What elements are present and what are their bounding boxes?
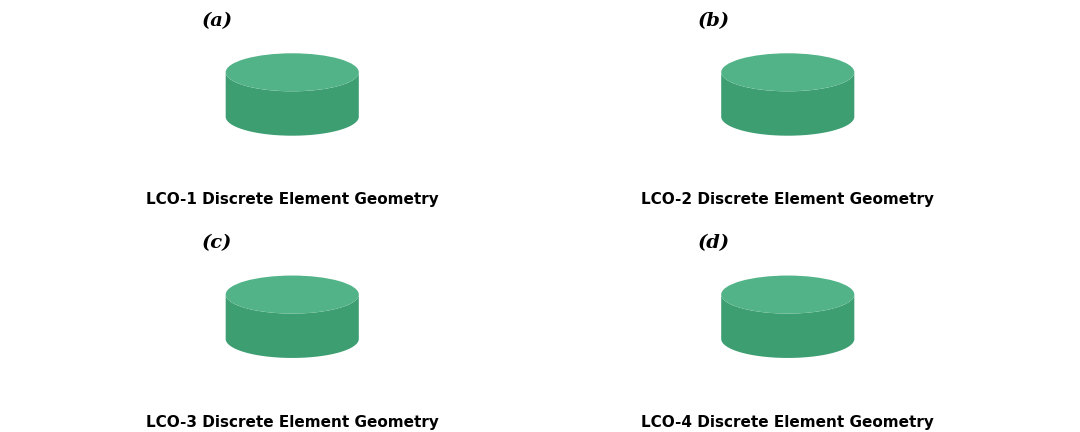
Polygon shape — [721, 72, 854, 136]
Polygon shape — [721, 295, 854, 358]
Text: LCO-1 Discrete Element Geometry: LCO-1 Discrete Element Geometry — [146, 192, 438, 207]
Polygon shape — [226, 72, 359, 136]
Text: LCO-3 Discrete Element Geometry: LCO-3 Discrete Element Geometry — [146, 415, 438, 430]
Text: LCO-4 Discrete Element Geometry: LCO-4 Discrete Element Geometry — [642, 415, 934, 430]
Text: (b): (b) — [698, 12, 730, 30]
Text: LCO-2 Discrete Element Geometry: LCO-2 Discrete Element Geometry — [642, 192, 934, 207]
Text: (c): (c) — [202, 234, 232, 252]
Ellipse shape — [226, 276, 359, 314]
Ellipse shape — [226, 53, 359, 91]
Polygon shape — [226, 295, 359, 358]
Text: (d): (d) — [698, 234, 730, 252]
Ellipse shape — [721, 53, 854, 91]
Text: (a): (a) — [202, 12, 233, 30]
Ellipse shape — [721, 276, 854, 314]
